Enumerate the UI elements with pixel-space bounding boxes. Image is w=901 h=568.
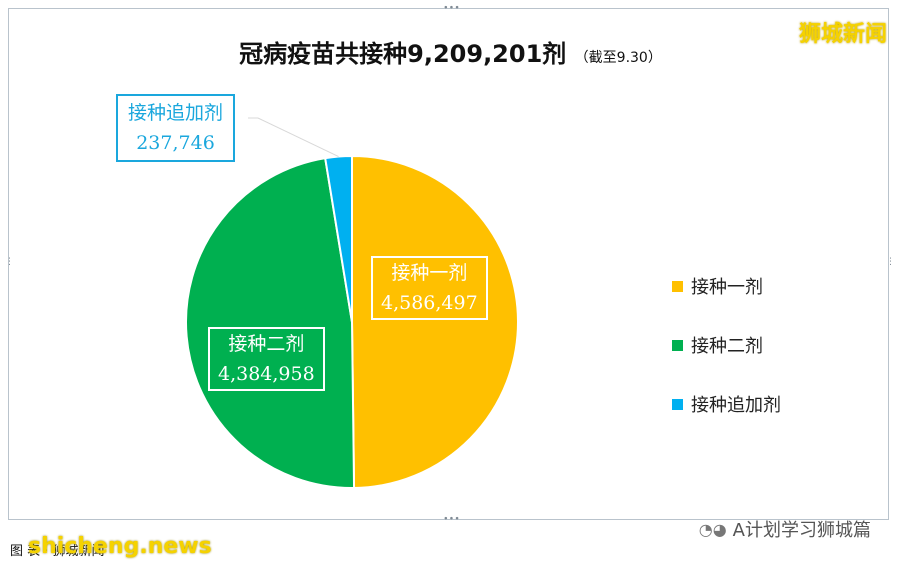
source-caption: 图 表 · 狮城新闻 (10, 544, 105, 559)
chart-title-main: 冠病疫苗共接种9,209,201剂 (239, 40, 567, 68)
slice-label-first-dose-value: 4,586,497 (381, 292, 478, 314)
pie-slice-second-dose[interactable] (185, 157, 356, 489)
legend-label: 接种二剂 (691, 336, 763, 357)
slice-label-second-dose-value: 4,384,958 (218, 363, 315, 385)
legend-swatch-first-dose (672, 280, 683, 292)
chart-legend: 接种一剂 接种二剂 接种追加剂 (672, 274, 781, 451)
slice-label-booster-name: 接种追加剂 (128, 102, 224, 124)
legend-swatch-second-dose (672, 339, 683, 351)
legend-item-first-dose[interactable]: 接种一剂 (672, 274, 781, 298)
slice-label-second-dose: 接种二剂 4,384,958 (208, 327, 325, 391)
resize-handle-top[interactable]: ∙∙∙ (443, 3, 460, 13)
chart-title: 冠病疫苗共接种9,209,201剂 （截至9.30） (0, 34, 901, 69)
legend-label: 接种追加剂 (691, 395, 781, 416)
slice-label-booster-value: 237,746 (136, 132, 215, 154)
wechat-icon: ◔◕ (698, 519, 727, 539)
account-label: A计划学习狮城篇 (732, 520, 871, 541)
resize-handle-bottom[interactable]: ∙∙∙ (443, 514, 460, 524)
booster-leader-line (248, 117, 339, 157)
pie-slice-first-dose[interactable] (351, 154, 519, 490)
chart-subtitle: （截至9.30） (574, 50, 662, 66)
slice-label-first-dose: 接种一剂 4,586,497 (371, 256, 488, 320)
brand-logo-text: 狮城新闻 (798, 22, 887, 47)
resize-handle-right[interactable]: ⋮ (886, 257, 895, 267)
watermark-text: shicheng.news (28, 534, 212, 559)
slice-label-booster: 接种追加剂 237,746 (116, 94, 236, 162)
legend-item-booster[interactable]: 接种追加剂 (672, 392, 781, 416)
legend-item-second-dose[interactable]: 接种二剂 (672, 333, 781, 357)
slice-label-first-dose-name: 接种一剂 (391, 262, 468, 284)
account-name: ◔◕ A计划学习狮城篇 (699, 516, 871, 542)
legend-label: 接种一剂 (691, 277, 763, 298)
resize-handle-left[interactable]: ⋮ (5, 257, 14, 267)
legend-swatch-booster (672, 398, 683, 410)
slice-label-second-dose-name: 接种二剂 (228, 333, 305, 355)
